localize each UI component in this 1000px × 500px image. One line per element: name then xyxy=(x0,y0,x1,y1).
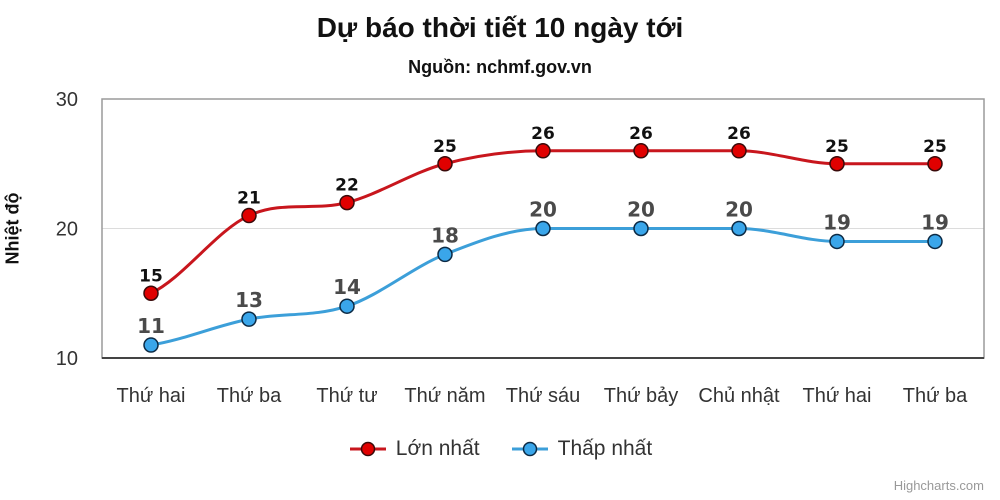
data-point-min[interactable] xyxy=(143,337,159,353)
x-tick-label: Thứ năm xyxy=(404,385,485,407)
x-tick-label: Thứ ba xyxy=(903,385,968,407)
data-label-max: 22 xyxy=(335,176,359,196)
data-point-max[interactable] xyxy=(927,156,943,172)
legend-marker-min-icon xyxy=(511,441,548,457)
data-point-min[interactable] xyxy=(339,298,355,314)
data-label-max: 25 xyxy=(433,137,457,157)
legend-item-max[interactable]: Lớn nhất xyxy=(348,437,480,461)
credits-link[interactable]: Highcharts.com xyxy=(893,478,984,493)
x-tick-label: Thứ bảy xyxy=(604,385,679,407)
data-point-min[interactable] xyxy=(633,220,649,237)
data-point-max[interactable] xyxy=(241,207,257,224)
data-point-min[interactable] xyxy=(927,233,943,250)
data-label-min: 20 xyxy=(627,198,655,222)
data-point-max[interactable] xyxy=(829,156,845,172)
data-point-min[interactable] xyxy=(241,311,257,327)
data-label-min: 20 xyxy=(725,198,753,222)
data-point-max[interactable] xyxy=(437,156,453,172)
x-tick-label: Thứ sáu xyxy=(506,385,581,407)
data-point-max[interactable] xyxy=(731,143,747,159)
legend-marker-max-icon xyxy=(349,441,386,457)
chart-title: Dự báo thời tiết 10 ngày tới xyxy=(316,12,684,43)
x-tick-label: Chủ nhật xyxy=(698,385,780,407)
x-tick-label: Thứ tư xyxy=(316,385,377,407)
data-label-max: 26 xyxy=(727,124,751,144)
data-label-max: 21 xyxy=(237,189,261,209)
legend-label-max: Lớn nhất xyxy=(395,437,480,460)
data-point-min[interactable] xyxy=(437,246,453,263)
y-tick-label: 30 xyxy=(56,89,78,111)
data-label-min: 11 xyxy=(137,314,165,338)
legend-item-min[interactable]: Thấp nhất xyxy=(510,437,653,461)
data-label-max: 26 xyxy=(531,124,555,144)
data-label-min: 20 xyxy=(529,198,557,222)
data-point-max[interactable] xyxy=(633,143,649,159)
chart-subtitle: Nguồn: nchmf.gov.vn xyxy=(408,57,592,77)
data-point-max[interactable] xyxy=(339,194,355,211)
x-tick-label: Thứ ba xyxy=(217,385,282,407)
data-label-min: 14 xyxy=(333,275,361,299)
data-label-max: 26 xyxy=(629,124,653,144)
y-tick-label: 20 xyxy=(56,219,78,241)
data-label-max: 25 xyxy=(825,137,849,157)
legend-label-min: Thấp nhất xyxy=(557,437,653,460)
data-point-min[interactable] xyxy=(731,220,747,237)
data-label-min: 19 xyxy=(823,210,851,234)
data-point-max[interactable] xyxy=(535,143,551,159)
y-tick-label: 10 xyxy=(56,348,78,370)
data-point-min[interactable] xyxy=(535,220,551,237)
x-tick-label: Thứ hai xyxy=(803,385,872,407)
x-tick-label: Thứ hai xyxy=(117,385,186,407)
legend: Lớn nhất Thấp nhất xyxy=(0,437,1000,461)
data-label-max: 15 xyxy=(139,266,163,286)
data-label-min: 19 xyxy=(921,210,949,234)
data-label-min: 13 xyxy=(235,288,263,312)
data-label-min: 18 xyxy=(431,223,459,247)
data-point-min[interactable] xyxy=(829,233,845,250)
data-point-max[interactable] xyxy=(143,285,159,301)
series-line-min xyxy=(150,226,935,347)
data-label-max: 25 xyxy=(923,137,947,157)
